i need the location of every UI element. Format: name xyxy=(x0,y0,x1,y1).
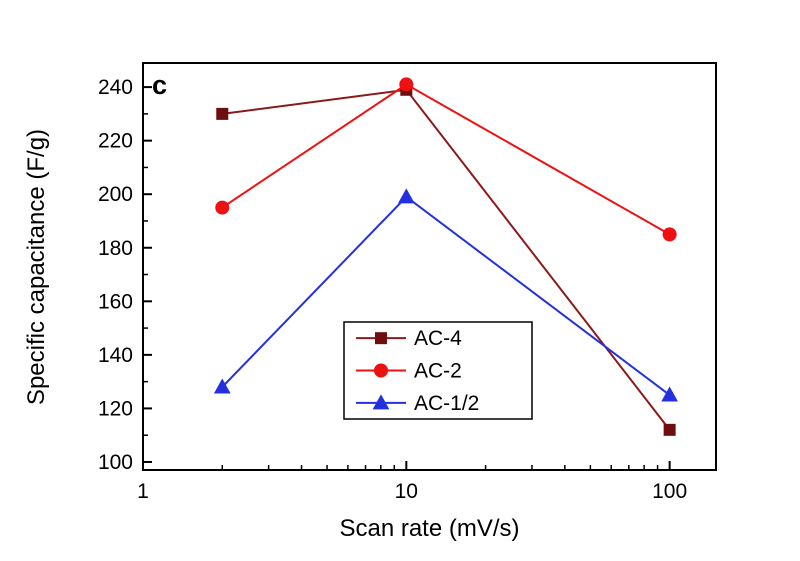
x-tick-label: 10 xyxy=(395,480,418,503)
panel-label: c xyxy=(152,70,168,100)
y-tick-label: 220 xyxy=(98,130,133,153)
data-point-AC-1/2 xyxy=(661,386,678,402)
y-tick-label: 100 xyxy=(98,451,133,474)
legend-label: AC-2 xyxy=(414,360,462,383)
series-line-AC-2 xyxy=(221,83,671,236)
data-point-AC-4 xyxy=(216,107,229,120)
y-tick-label: 200 xyxy=(98,183,133,206)
legend-marker-AC-1/2 xyxy=(372,394,390,410)
legend-label: AC-1/2 xyxy=(414,392,479,415)
y-axis-title: Specific capacitance (F/g) xyxy=(23,128,50,406)
legend-label: AC-4 xyxy=(414,327,462,350)
data-point-AC-4 xyxy=(663,423,676,436)
y-tick-label: 180 xyxy=(98,237,133,260)
y-tick-label: 160 xyxy=(98,290,133,313)
data-point-AC-1/2 xyxy=(397,188,415,204)
x-axis-title: Scan rate (mV/s) xyxy=(339,515,520,542)
x-tick-label: 100 xyxy=(652,480,687,503)
data-point-AC-2 xyxy=(662,227,677,242)
y-tick-label: 140 xyxy=(98,344,133,367)
legend-marker-AC-2 xyxy=(374,363,388,378)
y-tick-label: 240 xyxy=(98,76,133,99)
y-tick-label: 120 xyxy=(98,397,133,420)
data-point-AC-1/2 xyxy=(213,378,231,394)
data-point-AC-2 xyxy=(399,77,414,92)
plot-frame xyxy=(142,62,717,471)
x-tick-label: 1 xyxy=(137,480,149,503)
data-point-AC-2 xyxy=(215,200,230,215)
legend-marker-AC-4 xyxy=(375,332,387,345)
